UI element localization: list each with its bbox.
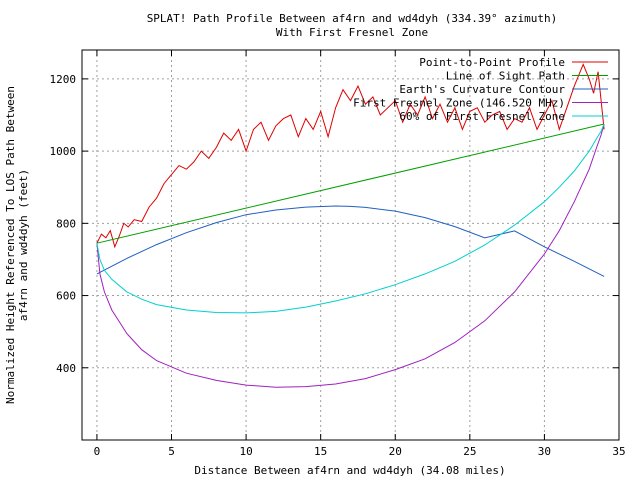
x-tick-label: 35 xyxy=(612,445,625,458)
x-tick-label: 0 xyxy=(94,445,101,458)
x-tick-label: 25 xyxy=(463,445,476,458)
x-tick-label: 30 xyxy=(538,445,551,458)
chart-title: SPLAT! Path Profile Between af4rn and wd… xyxy=(147,12,558,25)
series-line-line-of-sight-path xyxy=(96,123,605,244)
x-tick-label: 5 xyxy=(168,445,175,458)
legend-label-60-of-first-fresnel-zone: 60% of First Fresnel Zone xyxy=(399,110,565,123)
y-axis-label-line-2: af4rn and wd4dyh (feet) xyxy=(17,169,30,321)
y-tick-label: 400 xyxy=(56,362,76,375)
y-axis-label: Normalized Height Referenced To LOS Path… xyxy=(4,86,30,404)
legend-label-line-of-sight-path: Line of Sight Path xyxy=(446,70,565,83)
legend-label-point-to-point-profile: Point-to-Point Profile xyxy=(419,56,565,69)
series-line-60-of-first-fresnel-zone xyxy=(96,123,605,314)
y-tick-label: 800 xyxy=(56,217,76,230)
series-line-earth-s-curvature-contour xyxy=(96,205,605,277)
x-axis-label: Distance Between af4rn and wd4dyh (34.08… xyxy=(194,464,505,477)
x-tick-label: 20 xyxy=(389,445,402,458)
series-line-first-fresnel-zone-146-520-mhz xyxy=(96,123,605,388)
plot-frame xyxy=(81,49,620,441)
y-tick-label: 600 xyxy=(56,290,76,303)
legend-label-first-fresnel-zone-146-520-mhz: First Fresnel Zone (146.520 MHz) xyxy=(353,97,565,110)
x-tick-label: 15 xyxy=(314,445,327,458)
legend-label-earth-s-curvature-contour: Earth's Curvature Contour xyxy=(399,83,565,96)
y-axis-label-line-1: Normalized Height Referenced To LOS Path… xyxy=(4,86,17,404)
series-layer xyxy=(96,63,605,388)
x-tick-label: 10 xyxy=(239,445,252,458)
series-line-point-to-point-profile xyxy=(96,63,605,249)
chart-subtitle: With First Fresnel Zone xyxy=(276,26,428,39)
tick-layer: 0 5 10 15 20 25 30 35 400 600 800 1000 1200 xyxy=(50,50,626,458)
y-tick-label: 1200 xyxy=(50,73,77,86)
y-tick-label: 1000 xyxy=(50,145,77,158)
